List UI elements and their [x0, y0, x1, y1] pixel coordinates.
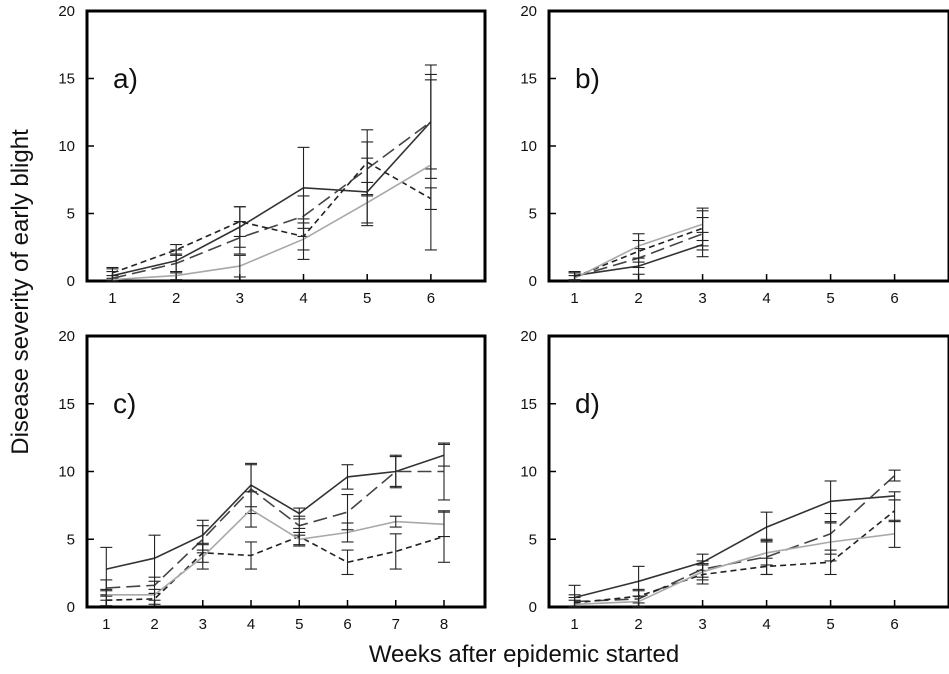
x-tick-label: 8	[440, 616, 448, 633]
x-tick-label: 1	[570, 616, 578, 633]
series-solid-dark	[106, 73, 437, 282]
y-tick-label: 0	[67, 599, 75, 616]
x-axis-label: Weeks after epidemic started	[369, 641, 679, 668]
x-tick-label: 6	[427, 290, 435, 307]
series-line	[574, 533, 895, 606]
panel-label: c)	[113, 388, 136, 419]
series-shortdash-dark	[106, 129, 437, 279]
series-solid-gray	[568, 519, 901, 608]
y-tick-label: 0	[529, 273, 537, 290]
plot-frame	[85, 9, 487, 283]
panel-label: a)	[113, 63, 138, 94]
series-line	[112, 121, 432, 277]
y-tick-label: 5	[67, 531, 75, 548]
y-axis-label: Disease severity of early blight	[7, 129, 34, 455]
y-tick-label: 5	[529, 206, 537, 223]
y-tick-label: 10	[520, 138, 537, 155]
x-tick-label: 3	[236, 290, 244, 307]
series-shortdash-dark	[568, 499, 901, 608]
x-tick-label: 3	[698, 290, 706, 307]
panel-label: d)	[575, 388, 600, 419]
series-line	[574, 495, 895, 599]
x-tick-label: 6	[890, 616, 898, 633]
panel-b: 0 5 10 15 20 1 2 3 4 5 6 b)	[520, 3, 949, 307]
x-tick-label: 2	[172, 290, 180, 307]
y-tick-label: 10	[520, 464, 537, 481]
x-tick-label: 2	[634, 290, 642, 307]
x-tick-label: 6	[890, 290, 898, 307]
series-line	[112, 121, 432, 280]
series-line	[106, 508, 445, 596]
panel-a: 0 5 10 15 20 1 2 3 4 5 6 a)	[58, 3, 487, 307]
x-tick-label: 3	[199, 616, 207, 633]
y-tick-label: 15	[520, 396, 537, 413]
x-tick-label: 1	[108, 290, 116, 307]
y-tick-label: 15	[58, 71, 75, 88]
x-tick-label: 6	[343, 616, 351, 633]
x-tick-label: 5	[826, 290, 834, 307]
panel-label: b)	[575, 63, 600, 94]
x-tick-label: 1	[102, 616, 110, 633]
y-tick-label: 5	[529, 531, 537, 548]
x-tick-label: 4	[762, 290, 770, 307]
x-tick-label: 3	[698, 616, 706, 633]
x-tick-label: 7	[392, 616, 400, 633]
series-line	[112, 164, 432, 281]
series-line	[106, 454, 445, 570]
x-tick-label: 4	[247, 616, 255, 633]
x-tick-label: 5	[826, 616, 834, 633]
y-tick-label: 15	[58, 396, 75, 413]
y-tick-label: 20	[58, 3, 75, 20]
series-longdash-dark	[100, 442, 450, 597]
series-solid-gray	[568, 207, 709, 282]
series-solid-gray	[106, 79, 437, 282]
x-tick-label: 5	[295, 616, 303, 633]
series-solid-gray	[100, 491, 450, 601]
panel-c: 0 5 10 15 20 1 2 3 4 5 6 7 8 c)	[58, 328, 487, 633]
series-line	[112, 161, 432, 274]
series-line	[574, 475, 896, 603]
series-line	[106, 470, 444, 589]
y-tick-label: 0	[67, 273, 75, 290]
panel-d: 0 5 10 15 20 1 2 3 4 5 6 d)	[520, 328, 949, 633]
series-line	[574, 510, 896, 604]
y-tick-label: 15	[520, 71, 537, 88]
y-tick-label: 5	[67, 206, 75, 223]
x-tick-label: 4	[299, 290, 307, 307]
x-tick-label: 1	[570, 290, 578, 307]
y-tick-label: 10	[58, 138, 75, 155]
x-tick-label: 2	[634, 616, 642, 633]
series-line	[106, 535, 445, 601]
plot-frame	[547, 9, 949, 283]
plot-frame	[547, 334, 949, 609]
x-tick-label: 5	[363, 290, 371, 307]
y-tick-label: 20	[520, 328, 537, 345]
x-tick-label: 4	[762, 616, 770, 633]
y-tick-label: 20	[520, 3, 537, 20]
y-tick-label: 0	[529, 599, 537, 616]
x-tick-label: 2	[150, 616, 158, 633]
y-tick-label: 10	[58, 464, 75, 481]
y-tick-label: 20	[58, 328, 75, 345]
series-solid-dark	[568, 480, 901, 608]
